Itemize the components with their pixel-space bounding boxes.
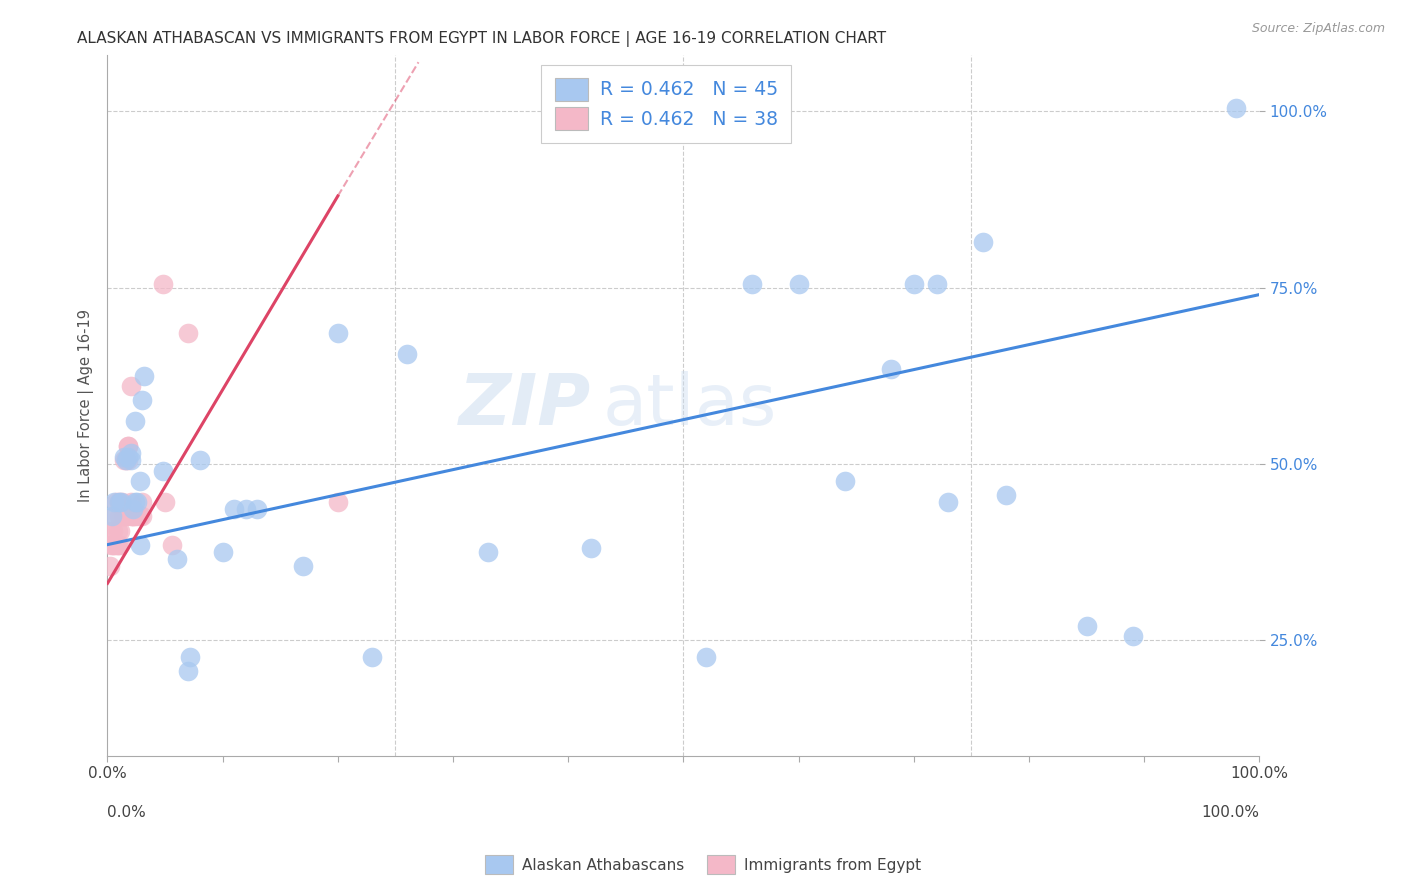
Point <box>134 368 156 383</box>
Point <box>152 277 174 291</box>
Point <box>108 524 131 538</box>
Point <box>177 326 200 341</box>
Point <box>121 509 143 524</box>
Point <box>361 650 384 665</box>
Point <box>326 326 349 341</box>
Point <box>104 495 127 509</box>
Point <box>125 509 148 524</box>
Point <box>128 509 150 524</box>
Point <box>108 509 131 524</box>
Text: atlas: atlas <box>603 371 778 440</box>
Point <box>115 509 138 524</box>
Point <box>128 475 150 489</box>
Point <box>211 544 233 558</box>
Point <box>246 502 269 516</box>
Point <box>131 393 153 408</box>
Legend: R = 0.462   N = 45, R = 0.462   N = 38: R = 0.462 N = 45, R = 0.462 N = 38 <box>541 64 790 143</box>
Point <box>108 495 131 509</box>
Point <box>103 538 125 552</box>
Point <box>117 453 139 467</box>
Point <box>120 509 142 524</box>
Text: ZIP: ZIP <box>458 371 592 440</box>
Point <box>152 464 174 478</box>
Text: Source: ZipAtlas.com: Source: ZipAtlas.com <box>1251 22 1385 36</box>
Point <box>121 502 143 516</box>
Legend: Alaskan Athabascans, Immigrants from Egypt: Alaskan Athabascans, Immigrants from Egy… <box>479 849 927 880</box>
Y-axis label: In Labor Force | Age 16-19: In Labor Force | Age 16-19 <box>79 309 94 502</box>
Point <box>1076 618 1098 632</box>
Point <box>108 538 131 552</box>
Point <box>120 495 142 509</box>
Point <box>103 509 125 524</box>
Point <box>124 414 146 428</box>
Point <box>103 495 125 509</box>
Point <box>115 453 138 467</box>
Point <box>98 558 121 573</box>
Text: 0.0%: 0.0% <box>107 805 146 820</box>
Point <box>110 509 132 524</box>
Point <box>127 495 149 509</box>
Point <box>1225 101 1247 115</box>
Point <box>100 538 122 552</box>
Point <box>695 650 717 665</box>
Point <box>110 495 132 509</box>
Point <box>131 495 153 509</box>
Point <box>103 538 125 552</box>
Point <box>121 509 143 524</box>
Text: ALASKAN ATHABASCAN VS IMMIGRANTS FROM EGYPT IN LABOR FORCE | AGE 16-19 CORRELATI: ALASKAN ATHABASCAN VS IMMIGRANTS FROM EG… <box>77 31 886 47</box>
Point <box>994 488 1017 502</box>
Point <box>160 538 183 552</box>
Point <box>115 453 138 467</box>
Point <box>166 551 188 566</box>
Point <box>131 509 153 524</box>
Point <box>477 544 499 558</box>
Point <box>1122 629 1144 643</box>
Point <box>103 524 125 538</box>
Point <box>107 538 129 552</box>
Point <box>101 509 124 524</box>
Point <box>925 277 948 291</box>
Point <box>292 558 315 573</box>
Point <box>787 277 810 291</box>
Point <box>153 495 176 509</box>
Point <box>936 495 959 509</box>
Point <box>834 475 856 489</box>
Point <box>105 538 128 552</box>
Point <box>112 450 135 464</box>
Point <box>111 495 134 509</box>
Point <box>972 235 994 249</box>
Point <box>235 502 257 516</box>
Point <box>880 361 903 376</box>
Point <box>112 509 135 524</box>
Point <box>120 453 142 467</box>
Point <box>224 502 246 516</box>
Point <box>903 277 925 291</box>
Point <box>120 379 142 393</box>
Point <box>108 495 131 509</box>
Point <box>581 541 603 556</box>
Point <box>326 495 349 509</box>
Point <box>124 495 146 509</box>
Text: 100.0%: 100.0% <box>1201 805 1260 820</box>
Point <box>128 538 150 552</box>
Point <box>188 453 211 467</box>
Point <box>100 524 122 538</box>
Point <box>179 650 201 665</box>
Point <box>177 665 200 679</box>
Point <box>117 439 139 453</box>
Point <box>117 450 139 464</box>
Point <box>117 439 139 453</box>
Point <box>741 277 763 291</box>
Point <box>395 347 418 361</box>
Point <box>120 446 142 460</box>
Point <box>112 453 135 467</box>
Point <box>107 524 129 538</box>
